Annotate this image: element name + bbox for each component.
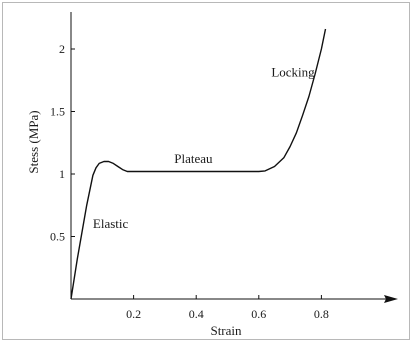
x-tick-label: 0.2 bbox=[126, 307, 141, 321]
x-axis-arrow bbox=[384, 295, 398, 303]
y-tick-label: 2 bbox=[59, 42, 65, 56]
stress-strain-curve bbox=[70, 28, 327, 300]
y-axis-label: Stess (MPa) bbox=[26, 110, 41, 173]
annotation-locking: Locking bbox=[271, 65, 315, 80]
annotation-plateau: Plateau bbox=[174, 151, 213, 166]
x-tick-label: 0.4 bbox=[189, 307, 204, 321]
x-ticks: 0.2 0.4 0.6 0.8 bbox=[126, 295, 329, 321]
y-tick-label: 0.5 bbox=[50, 230, 65, 244]
annotations: Elastic Plateau Locking bbox=[93, 65, 315, 231]
y-tick-label: 1.5 bbox=[50, 105, 65, 119]
x-tick-label: 0.8 bbox=[314, 307, 329, 321]
y-tick-label: 1 bbox=[59, 167, 65, 181]
x-axis-label: Strain bbox=[210, 323, 242, 338]
y-ticks: 0.5 1 1.5 2 bbox=[50, 42, 75, 244]
axes bbox=[70, 12, 398, 303]
x-tick-label: 0.6 bbox=[251, 307, 266, 321]
annotation-elastic: Elastic bbox=[93, 216, 129, 231]
